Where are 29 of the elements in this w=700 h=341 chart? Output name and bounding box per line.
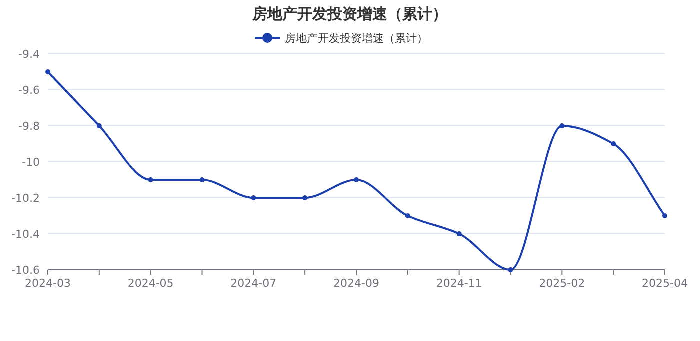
y-tick-label: -9.6 bbox=[18, 84, 40, 97]
point bbox=[96, 124, 102, 128]
x-tick-label: 2024-05 bbox=[128, 277, 174, 290]
point bbox=[302, 196, 308, 200]
point bbox=[560, 124, 565, 128]
point bbox=[251, 196, 256, 200]
point bbox=[456, 232, 462, 236]
x-tick-label: 2024-09 bbox=[334, 277, 380, 290]
y-tick-label: -10.4 bbox=[12, 228, 40, 241]
point bbox=[405, 214, 410, 218]
legend-label: 房地产开发投资增速（累计） bbox=[285, 32, 428, 45]
point bbox=[611, 142, 616, 146]
point bbox=[148, 178, 154, 182]
point bbox=[46, 70, 50, 74]
chart-title: 房地产开发投资增速（累计） bbox=[252, 5, 448, 23]
x-tick-label: 2024-11 bbox=[436, 277, 482, 290]
point bbox=[354, 178, 359, 182]
point bbox=[200, 178, 205, 182]
y-tick-label: -10.2 bbox=[12, 192, 40, 205]
point bbox=[508, 268, 514, 272]
x-tick-label: 2025-02 bbox=[539, 277, 586, 290]
x-tick-label: 2025-04 bbox=[642, 277, 688, 290]
y-tick-label: -10.6 bbox=[12, 264, 40, 277]
y-tick-label: -9.8 bbox=[18, 120, 40, 133]
point bbox=[662, 214, 668, 218]
x-tick-label: 2024-07 bbox=[230, 277, 277, 290]
y-tick-label: -10 bbox=[22, 156, 40, 169]
y-tick-label: -9.4 bbox=[18, 48, 40, 61]
x-tick-label: 2024-03 bbox=[25, 277, 71, 290]
